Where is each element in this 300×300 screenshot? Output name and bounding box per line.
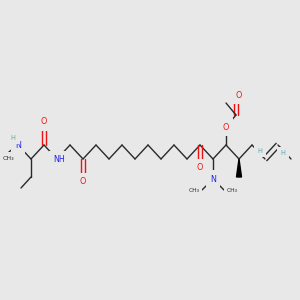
Text: H: H <box>11 135 15 141</box>
Text: H: H <box>280 150 285 156</box>
Text: O: O <box>41 118 47 127</box>
Text: O: O <box>197 164 203 172</box>
Text: CH₃: CH₃ <box>226 188 238 193</box>
Text: CH₃: CH₃ <box>3 155 15 160</box>
Text: CH₃: CH₃ <box>188 188 200 193</box>
Polygon shape <box>236 159 242 177</box>
Text: O: O <box>80 178 86 187</box>
Text: N: N <box>210 175 216 184</box>
Text: H: H <box>258 148 262 154</box>
Text: NH: NH <box>53 155 65 164</box>
Text: O: O <box>223 122 229 131</box>
Text: O: O <box>236 91 242 100</box>
Text: N: N <box>15 140 21 149</box>
